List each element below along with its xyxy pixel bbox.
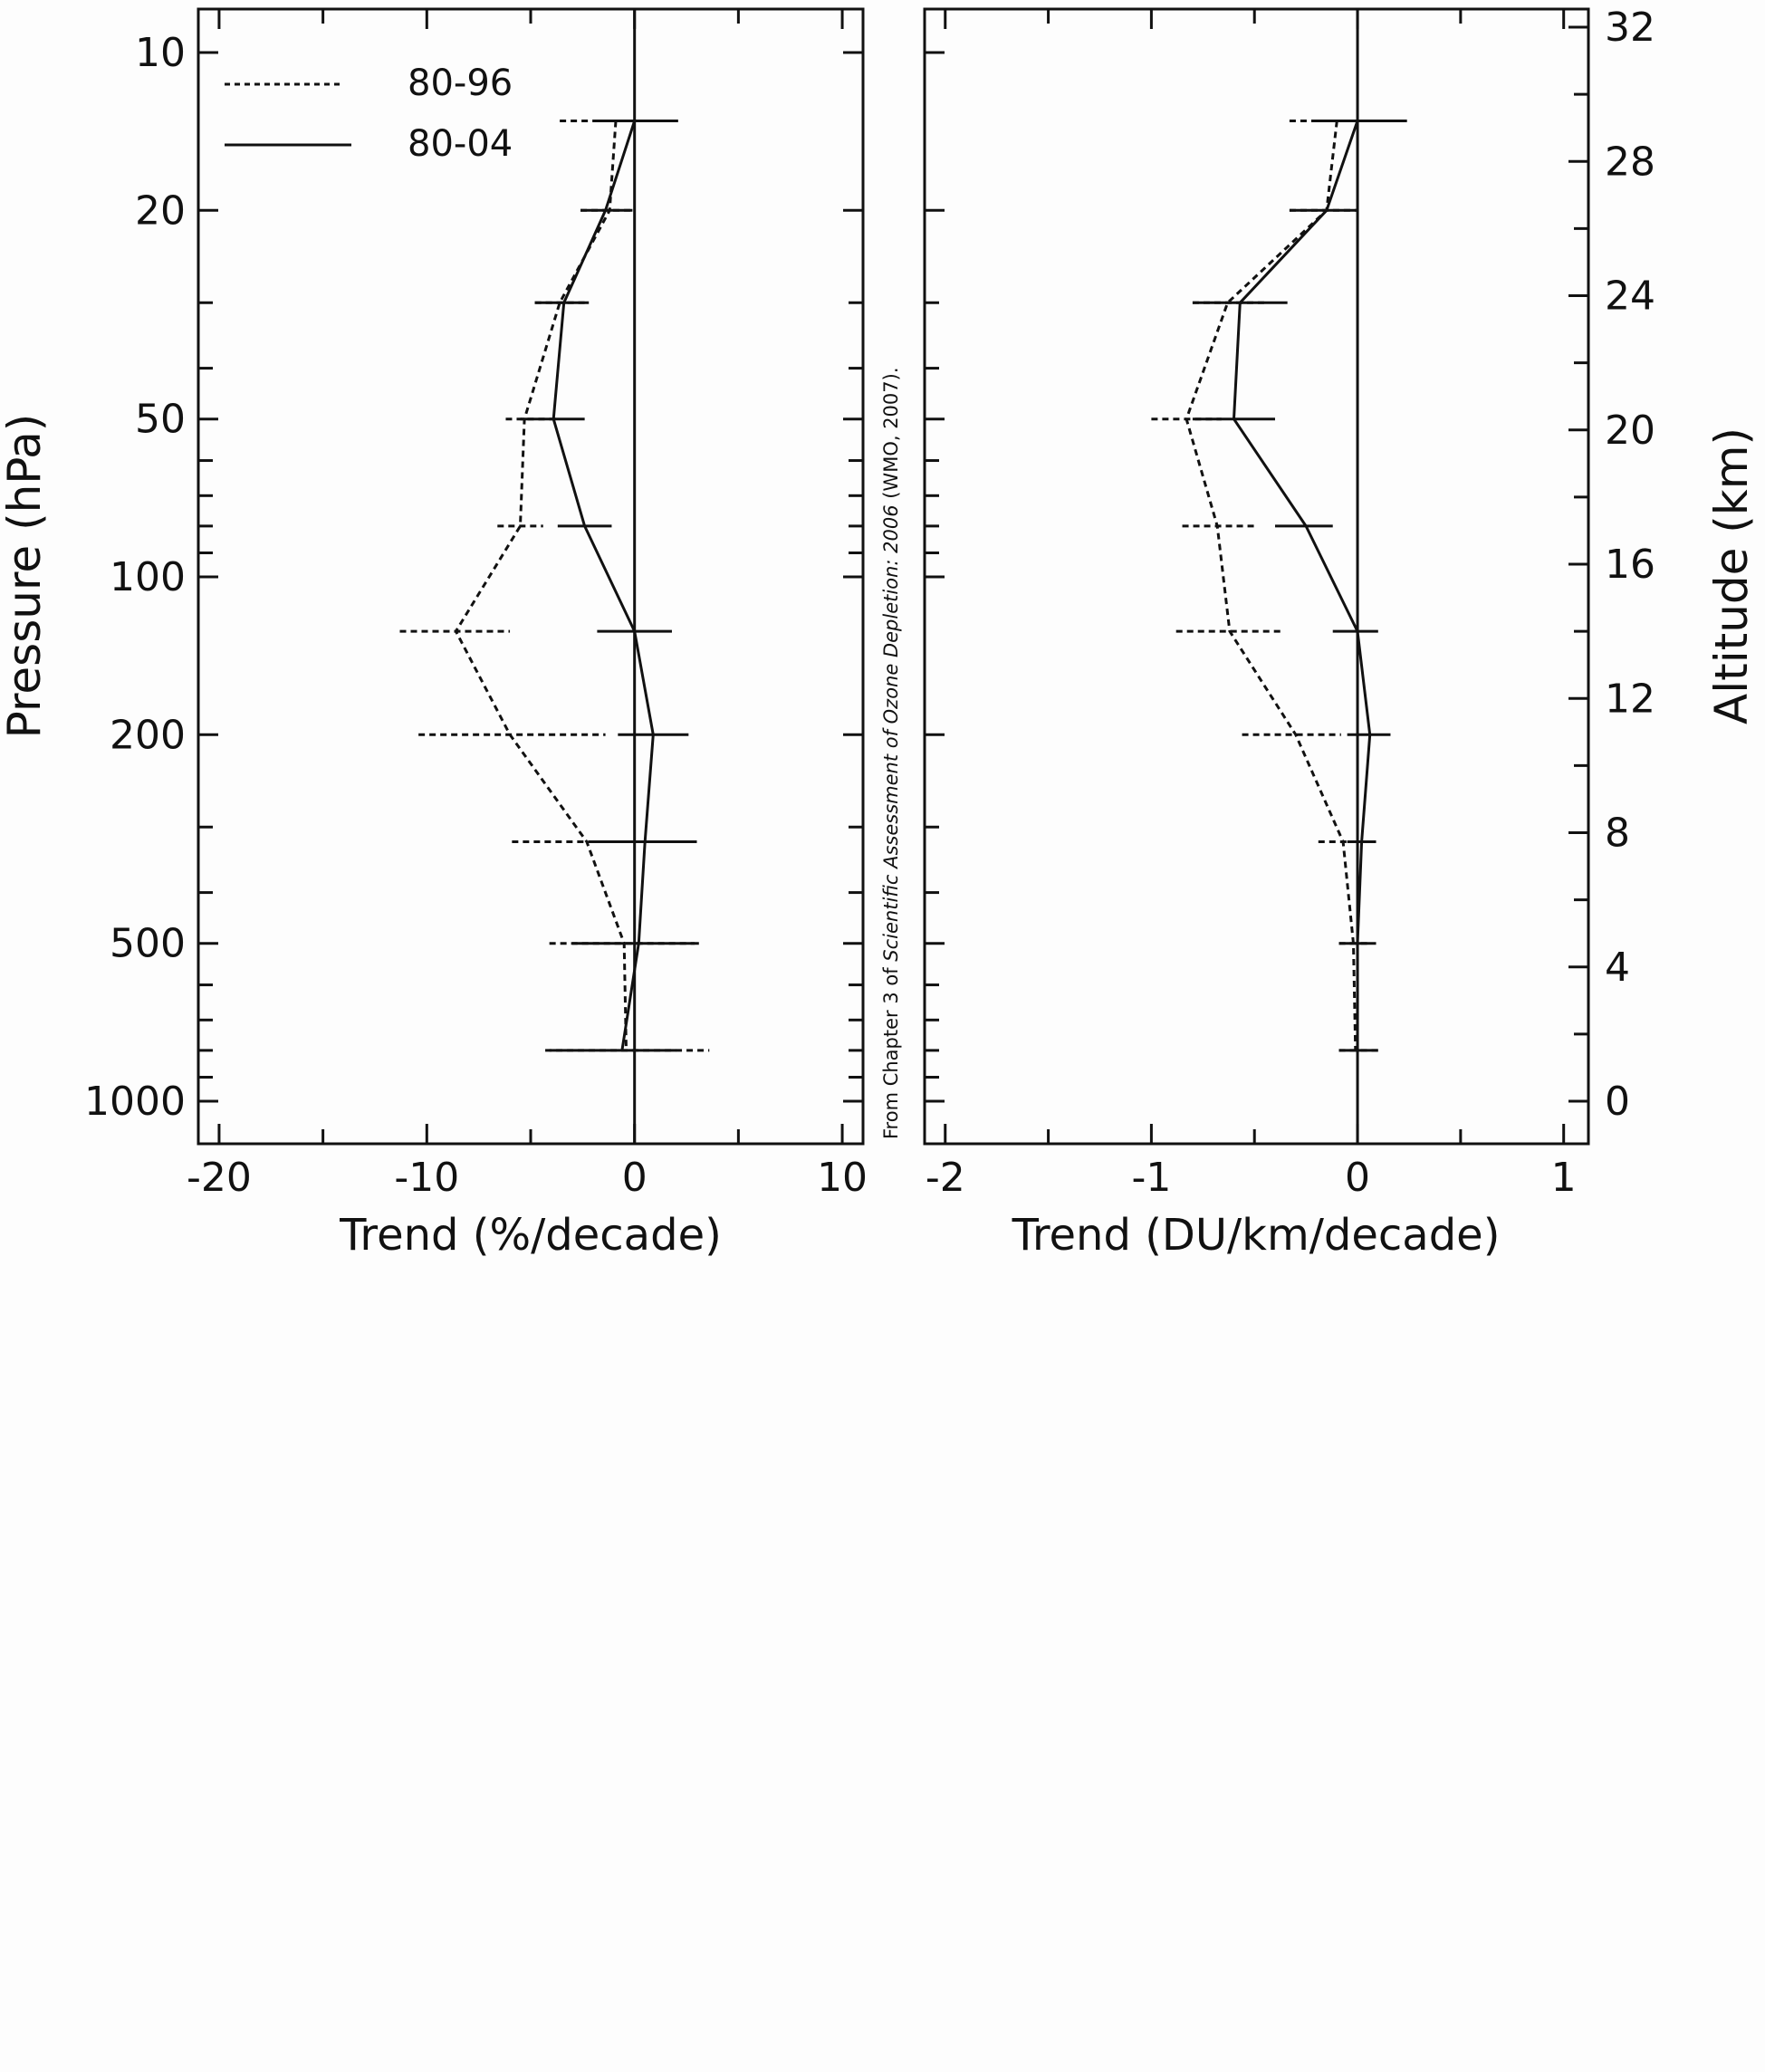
- x-tick-label: -1: [1131, 1155, 1171, 1201]
- right-y-axis-label: Altitude (km): [1705, 427, 1758, 724]
- y-tick-label: 8: [1605, 811, 1630, 857]
- x-tick-label: 0: [1345, 1155, 1370, 1201]
- y-tick-label: 1000: [84, 1079, 186, 1125]
- x-tick-label: -20: [187, 1155, 252, 1201]
- series-line-80-96: [1185, 120, 1357, 1050]
- y-tick-label: 500: [110, 921, 186, 967]
- source-note-prefix: From Chapter 3 of: [880, 962, 902, 1139]
- y-tick-label: 10: [135, 30, 186, 76]
- left-plot-frame: [197, 7, 865, 1146]
- y-tick-label: 16: [1605, 542, 1655, 588]
- left-axis-ticks: 10 20 50 100 200 500 1000-20 -10 0 10: [84, 9, 868, 1201]
- y-tick-label: 0: [1605, 1079, 1630, 1125]
- y-tick-label: 50: [135, 397, 186, 443]
- x-tick-label: -2: [926, 1155, 965, 1201]
- x-tick-label: 10: [817, 1155, 868, 1201]
- y-tick-label: 100: [110, 554, 186, 600]
- series-line-80-96: [454, 120, 628, 1050]
- series-line-80-04: [1233, 120, 1372, 1050]
- right-x-axis-label: Trend (DU/km/decade): [1012, 1210, 1501, 1261]
- legend-label-80-04: 80-04: [408, 123, 513, 165]
- left-plot-marks: [399, 9, 710, 1144]
- y-tick-label: 32: [1605, 5, 1655, 51]
- source-note: From Chapter 3 of Scientific Assessment …: [880, 367, 902, 1139]
- x-tick-label: 0: [622, 1155, 647, 1201]
- y-tick-label: 200: [110, 712, 186, 758]
- right-plot-frame: [923, 7, 1590, 1146]
- legend: 80-96 80-04: [225, 62, 513, 165]
- x-tick-label: 1: [1551, 1155, 1577, 1201]
- source-note-suffix: (WMO, 2007).: [880, 367, 902, 504]
- series-line-80-04: [552, 120, 655, 1051]
- x-tick-label: -10: [394, 1155, 459, 1201]
- left-y-axis-label: Pressure (hPa): [0, 414, 51, 739]
- left-x-axis-label: Trend (%/decade): [339, 1210, 722, 1261]
- y-tick-label: 4: [1605, 945, 1630, 991]
- source-note-italic: Scientific Assessment of Ozone Depletion…: [880, 504, 902, 961]
- right-plot-marks: [1151, 9, 1407, 1144]
- y-tick-label: 20: [135, 187, 186, 234]
- y-tick-label: 12: [1605, 676, 1655, 722]
- y-tick-label: 24: [1605, 273, 1655, 320]
- legend-label-80-96: 80-96: [408, 62, 513, 104]
- y-tick-label: 20: [1605, 408, 1655, 454]
- y-tick-label: 28: [1605, 139, 1655, 185]
